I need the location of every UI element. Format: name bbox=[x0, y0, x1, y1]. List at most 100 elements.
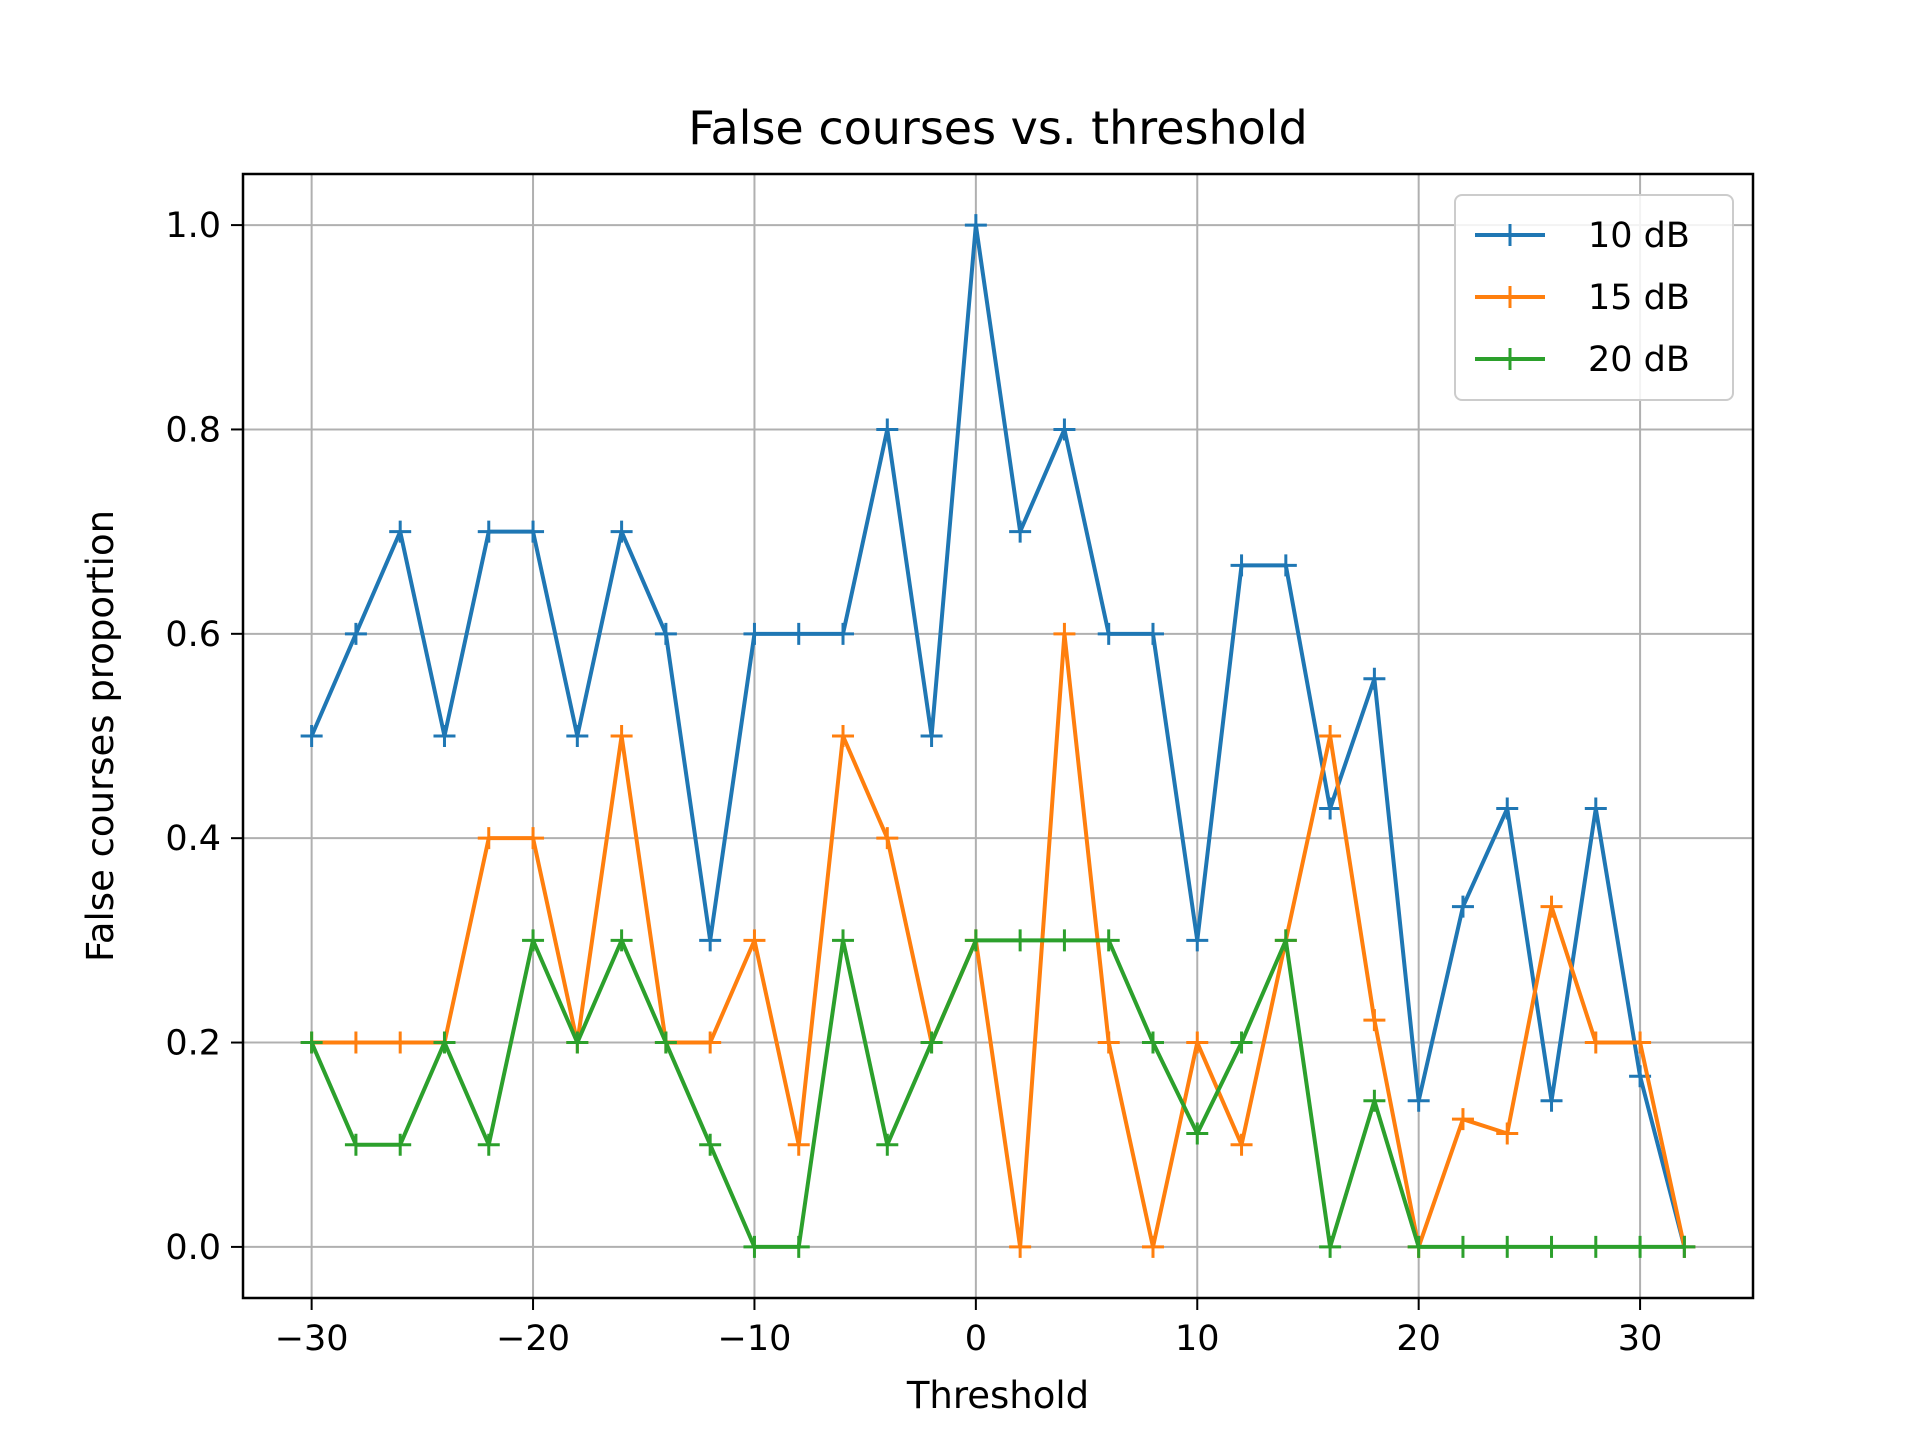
data-point bbox=[1230, 1133, 1253, 1156]
data-point bbox=[1540, 1235, 1563, 1258]
data-point bbox=[1584, 797, 1607, 820]
data-point bbox=[1629, 1235, 1652, 1258]
data-point bbox=[1496, 797, 1519, 820]
data-point bbox=[920, 1031, 943, 1054]
data-point bbox=[964, 929, 987, 952]
data-point bbox=[389, 1133, 412, 1156]
x-tick-label: 20 bbox=[1396, 1319, 1441, 1359]
data-point bbox=[610, 929, 633, 952]
series-group bbox=[300, 214, 1696, 1258]
data-point bbox=[832, 725, 855, 747]
legend-item: 10 dB bbox=[1475, 216, 1690, 256]
data-point bbox=[1496, 1235, 1519, 1258]
legend-box bbox=[1454, 194, 1734, 401]
y-axis-label: False courses proportion bbox=[79, 510, 122, 962]
plot-frame bbox=[241, 172, 1755, 1300]
data-point bbox=[477, 827, 500, 850]
data-point bbox=[344, 1133, 367, 1156]
data-point bbox=[1584, 1031, 1607, 1054]
data-point bbox=[832, 622, 855, 645]
x-tick-label: −10 bbox=[718, 1319, 792, 1359]
legend-item: 15 dB bbox=[1475, 278, 1690, 318]
x-tick-label: 0 bbox=[965, 1319, 987, 1359]
data-point bbox=[876, 827, 899, 850]
y-tick-label: 0.2 bbox=[165, 1024, 221, 1064]
data-point bbox=[1673, 1235, 1696, 1258]
data-point bbox=[389, 520, 412, 543]
data-point bbox=[1540, 895, 1563, 918]
data-point bbox=[566, 1031, 589, 1054]
data-point bbox=[1407, 1089, 1430, 1112]
legend-marker bbox=[1499, 348, 1521, 370]
data-point bbox=[1629, 1031, 1652, 1054]
data-point bbox=[1141, 622, 1164, 645]
data-point bbox=[389, 1031, 412, 1054]
chart-title: False courses vs. threshold bbox=[688, 101, 1308, 155]
data-point bbox=[1407, 1235, 1430, 1258]
y-tick-label: 0.6 bbox=[165, 615, 221, 655]
data-point bbox=[1141, 1031, 1164, 1054]
data-point bbox=[920, 725, 943, 747]
data-point bbox=[1009, 520, 1032, 543]
legend-marker bbox=[1499, 286, 1521, 308]
y-tick-label: 0.4 bbox=[165, 819, 221, 859]
data-point bbox=[1053, 622, 1076, 645]
data-point bbox=[654, 622, 677, 645]
data-point bbox=[433, 1031, 456, 1054]
series-10-db bbox=[300, 214, 1696, 1258]
data-point bbox=[832, 929, 855, 952]
data-point bbox=[699, 1031, 722, 1054]
data-point bbox=[1097, 622, 1120, 645]
y-tick-label: 0.0 bbox=[165, 1228, 221, 1268]
legend-marker bbox=[1499, 224, 1521, 246]
data-point bbox=[743, 929, 766, 952]
data-point bbox=[522, 929, 545, 952]
data-point bbox=[1274, 554, 1297, 577]
data-point bbox=[1053, 929, 1076, 952]
data-point bbox=[1496, 1122, 1519, 1145]
x-axis-label: Threshold bbox=[906, 1374, 1089, 1417]
x-tick-label: −20 bbox=[496, 1319, 570, 1359]
data-point bbox=[1097, 1031, 1120, 1054]
data-point bbox=[344, 622, 367, 645]
legend-label: 15 dB bbox=[1588, 278, 1690, 318]
data-point bbox=[743, 622, 766, 645]
data-point bbox=[1230, 554, 1253, 577]
data-point bbox=[876, 1133, 899, 1156]
data-point bbox=[1363, 1009, 1386, 1032]
data-point bbox=[433, 725, 456, 747]
data-point bbox=[1186, 1122, 1209, 1145]
data-point bbox=[1363, 667, 1386, 690]
data-point bbox=[743, 1235, 766, 1258]
data-point bbox=[344, 1031, 367, 1054]
data-point bbox=[1584, 1235, 1607, 1258]
data-point bbox=[1451, 895, 1474, 918]
data-point bbox=[610, 520, 633, 543]
data-point bbox=[787, 1133, 810, 1156]
data-point bbox=[1451, 1235, 1474, 1258]
y-tick-label: 0.8 bbox=[165, 410, 221, 450]
x-tick-label: 30 bbox=[1618, 1319, 1663, 1359]
data-point bbox=[522, 520, 545, 543]
legend: 10 dB 15 dB 20 dB bbox=[1454, 194, 1734, 401]
data-point bbox=[699, 1133, 722, 1156]
series-line bbox=[309, 223, 1687, 1248]
data-point bbox=[610, 725, 633, 747]
axes-ticks: −30 −20 −10 0 10 20 30 0.0 0.2 0.4 0.6 0.8 1.0 bbox=[165, 206, 1662, 1359]
data-point bbox=[1009, 929, 1032, 952]
data-point bbox=[699, 929, 722, 952]
data-point bbox=[1540, 1089, 1563, 1112]
legend-label: 10 dB bbox=[1588, 216, 1690, 256]
y-tick-label: 1.0 bbox=[165, 206, 221, 246]
legend-item: 20 dB bbox=[1475, 340, 1690, 380]
data-point bbox=[566, 725, 589, 747]
data-point bbox=[1230, 1031, 1253, 1054]
data-point bbox=[787, 1235, 810, 1258]
data-point bbox=[300, 1031, 323, 1054]
series-20-db bbox=[300, 929, 1696, 1258]
data-point bbox=[787, 622, 810, 645]
legend-label: 20 dB bbox=[1588, 340, 1690, 380]
data-point bbox=[1274, 929, 1297, 952]
x-tick-label: 10 bbox=[1175, 1319, 1220, 1359]
